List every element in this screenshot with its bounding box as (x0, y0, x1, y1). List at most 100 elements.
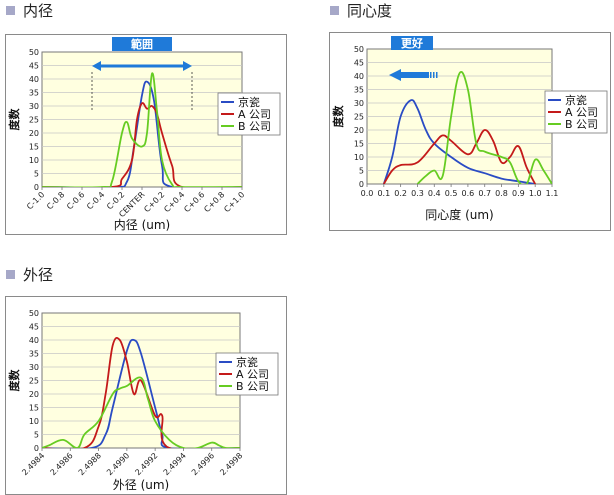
bullet-square-icon (6, 6, 15, 15)
legend-entry: 京瓷 (238, 95, 260, 109)
x-tick-label: 2.4988 (77, 451, 103, 477)
y-tick-label: 50 (354, 45, 364, 54)
arrow-tail-stripe (433, 72, 435, 78)
y-tick-label: 50 (29, 48, 39, 57)
legend: 京瓷A 公司B 公司 (215, 352, 279, 396)
x-tick-label: C+1.0 (222, 190, 246, 214)
arrow-left-icon (92, 61, 101, 71)
x-tick-label: C-0.4 (85, 190, 106, 211)
y-tick-label: 10 (29, 417, 39, 426)
x-tick-label: C+0.4 (162, 190, 186, 214)
x-tick-label: 2.4990 (105, 451, 131, 477)
x-axis-label: 内径 (um) (114, 218, 170, 232)
y-tick-label: 50 (29, 309, 39, 318)
x-tick-label: 0.0 (361, 189, 374, 198)
legend-entry: A 公司 (565, 106, 598, 119)
legend-entry: B 公司 (236, 380, 269, 393)
chart-panel-outer: 0 5 10 15 20 25 30 35 40 45 50 2.4984 2.4986 2.4988 2.… (5, 296, 287, 495)
y-tick-label: 35 (29, 89, 39, 98)
chart-inner: 0 5 10 15 20 25 30 35 40 45 50 C-1.0C-0.8C-0.6C-0.4… (7, 37, 281, 232)
y-tick-label: 5 (359, 167, 364, 176)
y-tick-label: 10 (29, 156, 39, 165)
x-tick-label: 2.4986 (49, 451, 75, 477)
y-tick-label: 45 (29, 62, 39, 71)
y-axis-label: 度数 (331, 105, 345, 128)
x-tick-label: 0.1 (377, 189, 390, 198)
x-tick-label: 2.4994 (162, 451, 188, 477)
better-arrow-shaft (401, 72, 429, 78)
x-tick-label: C+0.6 (182, 190, 206, 214)
better-badge-label: 更好 (401, 36, 423, 50)
y-tick-label: 25 (29, 116, 39, 125)
y-tick-label: 15 (29, 404, 39, 413)
x-tick-label: 0.7 (478, 189, 491, 198)
y-tick-label: 0 (34, 183, 39, 192)
y-tick-label: 35 (354, 86, 364, 95)
section-title-inner: 内径 (6, 0, 53, 21)
x-tick-label: 0.5 (445, 189, 458, 198)
arrow-right-icon (183, 61, 192, 71)
section-title-outer-text: 外径 (23, 266, 54, 284)
y-tick-label: 0 (359, 180, 364, 189)
x-tick-label: 0.9 (512, 189, 525, 198)
legend-entry: A 公司 (238, 108, 271, 121)
y-tick-label: 10 (354, 153, 364, 162)
y-tick-label: 30 (354, 99, 364, 108)
y-tick-label: 30 (29, 363, 39, 372)
y-tick-label: 25 (29, 377, 39, 386)
y-tick-label: 5 (34, 170, 39, 179)
y-tick-label: 5 (34, 431, 39, 440)
y-tick-label: 15 (29, 143, 39, 152)
section-title-concentricity: 同心度 (330, 0, 392, 21)
legend-entry: B 公司 (565, 118, 598, 131)
series-line-3 (42, 72, 242, 187)
x-tick-label: 0.2 (394, 189, 407, 198)
series-line-3 (416, 71, 552, 184)
y-tick-label: 40 (29, 336, 39, 345)
x-axis-label: 外径 (um) (113, 478, 169, 492)
y-tick-label: 25 (354, 113, 364, 122)
y-axis-label: 度数 (7, 108, 21, 131)
better-badge (391, 36, 433, 50)
y-tick-label: 15 (354, 140, 364, 149)
legend-entry: B 公司 (238, 120, 271, 133)
x-tick-label: 0.3 (411, 189, 424, 198)
y-tick-label: 35 (29, 350, 39, 359)
x-tick-label: 1.0 (529, 189, 542, 198)
x-tick-label: C+0.8 (202, 190, 226, 214)
y-tick-label: 20 (354, 126, 364, 135)
y-tick-label: 45 (354, 59, 364, 68)
series-line-1 (42, 80, 242, 187)
x-tick-label: C-0.8 (45, 190, 66, 211)
x-tick-label: C-1.0 (25, 190, 46, 211)
y-tick-label: 20 (29, 129, 39, 138)
x-tick-label: 2.4998 (218, 451, 244, 477)
legend-entry: A 公司 (236, 368, 269, 381)
y-tick-label: 45 (29, 323, 39, 332)
arrow-tail-stripe (436, 72, 438, 78)
x-axis-label: 同心度 (um) (425, 207, 493, 222)
section-title-inner-text: 内径 (23, 2, 54, 20)
chart-panel-concentricity: 0 5 10 15 20 25 30 35 40 45 50 0.0 0.1 0.2 0.3 0.4 0.5 0.… (329, 32, 611, 231)
legend-entry: 京瓷 (236, 355, 258, 369)
bullet-square-icon (330, 6, 339, 15)
series-line-3 (42, 376, 240, 448)
chart-panel-inner: 0 5 10 15 20 25 30 35 40 45 50 C-1.0 C-0.8 C-0.6 C-0.4… (5, 34, 287, 235)
section-title-outer: 外径 (6, 264, 53, 285)
range-badge (112, 37, 172, 51)
y-tick-label: 20 (29, 390, 39, 399)
x-tick-label: C-0.6 (65, 190, 86, 211)
series-line-2 (42, 336, 240, 448)
series-line-2 (42, 102, 242, 187)
arrow-tail-stripe (430, 72, 432, 78)
series-line-2 (383, 129, 536, 184)
x-tick-label: 0.8 (495, 189, 508, 198)
x-tick-label: 0.4 (428, 189, 441, 198)
arrow-left-icon (389, 69, 401, 81)
bullet-square-icon (6, 270, 15, 279)
legend-entry: 京瓷 (565, 93, 587, 107)
range-badge-label: 範囲 (131, 37, 153, 51)
x-tick-label: C+0.2 (142, 190, 166, 214)
x-tick-label: 2.4984 (20, 451, 46, 477)
